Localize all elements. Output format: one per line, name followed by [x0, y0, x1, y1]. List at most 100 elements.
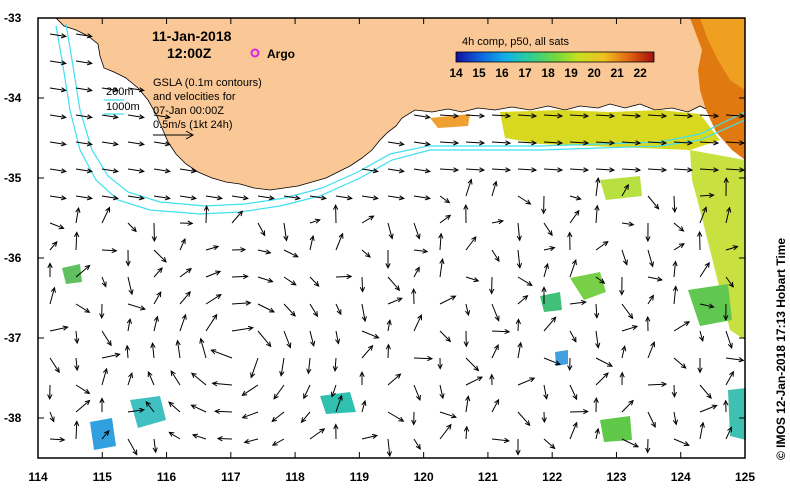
velocity-arrow	[413, 314, 422, 332]
velocity-arrow	[205, 313, 218, 332]
velocity-arrow	[127, 114, 145, 120]
velocity-arrow	[49, 141, 67, 147]
velocity-arrow	[437, 357, 443, 370]
velocity-arrow	[465, 276, 480, 283]
sst-patches	[62, 18, 746, 450]
contour-200m	[55, 25, 746, 215]
velocity-arrow	[49, 168, 67, 174]
velocity-arrow	[361, 344, 374, 359]
velocity-arrows	[47, 33, 746, 458]
velocity-arrow	[543, 222, 553, 237]
velocity-arrow	[241, 411, 259, 419]
velocity-arrow	[491, 398, 500, 413]
velocity-arrow	[465, 113, 486, 119]
velocity-arrow	[569, 259, 577, 278]
velocity-arrow	[491, 140, 512, 146]
velocity-arrow	[491, 328, 511, 335]
velocity-arrow	[699, 113, 720, 119]
velocity-arrow	[335, 273, 353, 280]
velocity-arrow	[621, 438, 640, 448]
velocity-arrow	[387, 411, 405, 422]
velocity-arrow	[151, 222, 157, 243]
velocity-arrow	[153, 114, 171, 120]
velocity-arrow	[515, 439, 521, 456]
sst-patch-green-3	[600, 176, 642, 200]
velocity-arrow	[543, 167, 564, 173]
velocity-arrow	[101, 168, 119, 174]
velocity-arrow	[515, 318, 521, 332]
velocity-arrow	[699, 192, 715, 199]
velocity-arrow	[231, 325, 254, 332]
velocity-arrow	[491, 219, 505, 225]
velocity-arrow	[309, 330, 316, 347]
velocity-arrow	[170, 370, 181, 386]
velocity-arrow	[439, 330, 452, 343]
velocity-arrow	[231, 210, 244, 224]
velocity-arrow	[47, 262, 53, 277]
velocity-arrow	[439, 411, 457, 419]
velocity-arrow	[361, 249, 371, 258]
velocity-arrow	[168, 401, 181, 413]
velocity-arrow	[127, 195, 145, 201]
velocity-arrow	[595, 167, 616, 173]
velocity-arrow	[283, 249, 299, 258]
velocity-arrow	[309, 195, 327, 201]
velocity-arrow	[335, 232, 344, 251]
colorbar-tick-label: 20	[587, 66, 601, 80]
velocity-arrow	[621, 113, 642, 119]
velocity-arrow	[333, 204, 339, 224]
depth-contours	[55, 23, 746, 215]
velocity-arrow	[621, 183, 629, 197]
velocity-arrow	[279, 357, 285, 377]
x-tick-label: 122	[542, 470, 563, 484]
velocity-arrow	[257, 249, 272, 255]
velocity-arrow	[49, 357, 60, 374]
velocity-arrow	[386, 438, 392, 458]
velocity-arrow	[386, 319, 392, 332]
velocity-arrow	[387, 222, 394, 240]
velocity-arrow	[179, 313, 187, 332]
velocity-arrow	[101, 330, 112, 347]
velocity-arrow	[543, 384, 549, 400]
velocity-arrow	[332, 357, 338, 372]
velocity-arrow	[463, 425, 470, 440]
x-tick-label: 123	[606, 470, 627, 484]
velocity-arrow	[725, 370, 734, 386]
velocity-arrow	[439, 295, 457, 305]
velocity-arrow	[49, 195, 67, 201]
velocity-arrow	[517, 195, 532, 205]
velocity-arrow	[517, 167, 538, 173]
velocity-arrow	[672, 285, 678, 305]
velocity-arrow	[243, 438, 259, 444]
velocity-arrow	[543, 438, 556, 450]
velocity-arrow	[361, 168, 379, 174]
velocity-arrow	[697, 358, 703, 374]
y-tick-label: -33	[4, 11, 22, 25]
velocity-arrow	[569, 421, 578, 440]
velocity-arrow	[413, 195, 431, 201]
velocity-arrow	[699, 421, 705, 440]
velocity-arrow	[49, 286, 56, 305]
velocity-arrow	[283, 222, 289, 242]
velocity-arrow	[723, 177, 729, 197]
velocity-arrow	[74, 357, 80, 372]
velocity-arrow	[49, 114, 67, 120]
velocity-arrow	[621, 303, 634, 320]
argo-label: Argo	[267, 47, 295, 61]
credit-text: © IMOS 12-Jan-2018 17:13 Hobart Time	[774, 237, 788, 460]
velocity-arrow	[673, 167, 694, 173]
velocity-arrow	[150, 342, 156, 359]
sst-patch-blue-1	[90, 418, 116, 450]
velocity-arrow	[101, 247, 118, 254]
velocity-arrow	[647, 411, 656, 429]
velocity-arrow	[723, 399, 729, 413]
velocity-arrow	[387, 141, 405, 147]
velocity-arrow	[621, 249, 628, 266]
velocity-arrow	[413, 141, 431, 147]
velocity-arrow	[257, 303, 276, 313]
velocity-arrow	[438, 232, 444, 251]
velocity-arrow	[594, 303, 600, 319]
velocity-arrow	[127, 372, 133, 386]
velocity-arrow	[647, 249, 654, 268]
velocity-arrow	[385, 250, 391, 270]
